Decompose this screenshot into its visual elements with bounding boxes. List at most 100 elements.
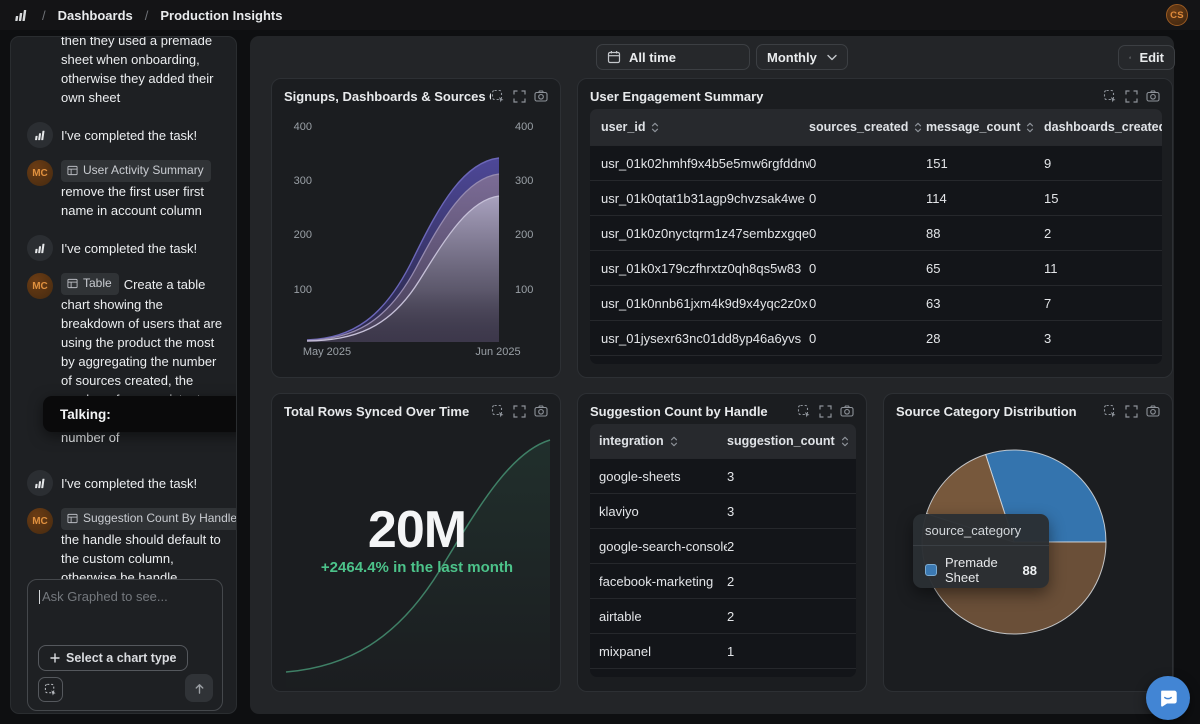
expand-icon[interactable] — [819, 405, 832, 418]
lock-icon — [1129, 51, 1131, 64]
table-row-partial — [590, 355, 1162, 364]
chat-message-user: MC Suggestion Count By Handlethe handle … — [27, 508, 224, 587]
chip-label: Table — [83, 274, 112, 293]
column-header[interactable]: dashboards_created — [1044, 120, 1162, 134]
chat-log: then they used a premade sheet when onbo… — [11, 36, 237, 640]
expand-icon[interactable] — [1125, 90, 1138, 103]
svg-text:100: 100 — [294, 284, 312, 296]
metric-value: 20M — [272, 500, 561, 560]
user-avatar: MC — [27, 508, 53, 534]
table-row[interactable]: usr_01k0x179czfhrxtz0qh8qs5w8306511 — [590, 250, 1162, 285]
app-logo-icon[interactable] — [12, 7, 30, 23]
chat-message-assistant: I've completed the task! — [27, 122, 224, 145]
pie-tooltip: source_category Premade Sheet 88 — [913, 514, 1049, 588]
card-suggestion-count-by-handle: Suggestion Count by Handle integration s… — [577, 393, 867, 692]
tooltip-header: source_category — [913, 514, 1049, 546]
table-row[interactable]: google-sheets3 — [590, 458, 856, 493]
dashboard-panel: All time Monthly Edit Signups, Dashboard… — [250, 36, 1174, 714]
chat-message-assistant: I've completed the task! — [27, 235, 224, 258]
chat-composer[interactable]: Ask Graphed to see... Select a chart typ… — [27, 579, 223, 711]
card-title: Suggestion Count by Handle — [590, 404, 797, 419]
select-dashed-icon[interactable] — [1103, 89, 1117, 103]
table-row[interactable]: google-search-console2 — [590, 528, 856, 563]
select-dashed-icon[interactable] — [491, 89, 505, 103]
user-avatar: MC — [27, 273, 53, 299]
sort-icon — [670, 436, 678, 447]
camera-icon[interactable] — [1146, 90, 1160, 102]
table-row-partial — [590, 668, 856, 677]
table-row[interactable]: usr_01k0qtat1b31agp9chvzsak4we011415 — [590, 180, 1162, 215]
tooltip-label: Premade Sheet — [945, 555, 1015, 585]
chat-message-user: MC User Activity Summaryremove the first… — [27, 160, 224, 220]
select-dashed-icon — [44, 683, 57, 696]
chat-sidebar: then they used a premade sheet when onbo… — [10, 36, 237, 714]
engagement-table: user_id sources_created message_count da… — [590, 109, 1162, 364]
breadcrumb-current-page: Production Insights — [160, 8, 282, 23]
column-header[interactable]: suggestion_count — [727, 434, 856, 448]
series-swatch — [925, 564, 937, 576]
chart-reference-chip[interactable]: Table — [61, 273, 119, 295]
sort-icon — [1026, 122, 1034, 133]
table-header-row: user_id sources_created message_count da… — [590, 109, 1162, 145]
card-signups-dashboards-sources: Signups, Dashboards & Sources Over... — [271, 78, 561, 378]
table-row[interactable]: mixpanel1 — [590, 633, 856, 668]
table-row[interactable]: usr_01k02hmhf9x4b5e5mw6rgfddnw01519 — [590, 145, 1162, 180]
card-title: User Engagement Summary — [590, 89, 1103, 104]
table-row[interactable]: facebook-marketing2 — [590, 563, 856, 598]
top-bar: / Dashboards / Production Insights CS — [0, 0, 1200, 30]
assistant-avatar — [27, 470, 53, 496]
chart-reference-chip[interactable]: User Activity Summary — [61, 160, 211, 182]
user-avatar: MC — [27, 160, 53, 186]
breadcrumb-separator: / — [145, 8, 149, 23]
card-title: Signups, Dashboards & Sources Over... — [284, 89, 491, 104]
card-total-rows-synced: Total Rows Synced Over Time 20M — [271, 393, 561, 692]
time-range-button[interactable]: All time — [596, 44, 750, 70]
table-row[interactable]: usr_01k0nnb61jxm4k9d9x4yqc2z0x0637 — [590, 285, 1162, 320]
chart-reference-chip[interactable]: Suggestion Count By Handle — [61, 508, 237, 530]
composer-input[interactable]: Ask Graphed to see... — [39, 589, 168, 604]
select-chart-type-button[interactable]: Select a chart type — [38, 645, 188, 671]
column-header[interactable]: message_count — [926, 120, 1044, 134]
column-header[interactable]: integration — [590, 434, 727, 448]
svg-text:Jun 2025: Jun 2025 — [475, 346, 520, 358]
support-chat-launcher[interactable] — [1146, 676, 1190, 720]
svg-text:300: 300 — [294, 175, 312, 187]
assistant-avatar — [27, 235, 53, 261]
chat-message-assistant: I've completed the task! — [27, 470, 224, 493]
assistant-avatar — [27, 122, 53, 148]
sort-icon — [841, 436, 849, 447]
table-row[interactable]: airtable2 — [590, 598, 856, 633]
chip-label: Suggestion Count By Handle — [83, 509, 237, 528]
sort-icon — [651, 122, 659, 133]
user-avatar-menu[interactable]: CS — [1166, 4, 1188, 26]
table-row[interactable]: usr_01jysexr63nc01dd8yp46a6yvs0283 — [590, 320, 1162, 355]
suggestions-table: integration suggestion_count google-shee… — [590, 424, 856, 677]
app: / Dashboards / Production Insights CS th… — [0, 0, 1200, 724]
chevron-down-icon — [827, 54, 837, 61]
send-message-button[interactable] — [185, 674, 213, 702]
table-row[interactable]: usr_01k0z0nyctqrm1z47sembzxgqe0882 — [590, 215, 1162, 250]
plus-icon — [50, 653, 60, 663]
chat-bubble-icon — [1157, 687, 1179, 709]
metric-delta: +2464.4% in the last month — [272, 559, 561, 576]
card-user-engagement-summary: User Engagement Summary user_id sources_… — [577, 78, 1173, 378]
select-region-button[interactable] — [38, 677, 63, 702]
svg-text:400: 400 — [294, 121, 312, 133]
select-dashed-icon[interactable] — [797, 404, 811, 418]
camera-icon[interactable] — [840, 405, 854, 417]
arrow-up-icon — [193, 682, 206, 695]
card-source-category-distribution: Source Category Distribution source_cate… — [883, 393, 1173, 692]
column-header[interactable]: sources_created — [809, 120, 926, 134]
stacked-area-chart: 400 300 200 100 400 300 200 100 May 2025… — [272, 105, 561, 377]
chip-label: User Activity Summary — [83, 161, 204, 180]
chat-message-user: then they used a premade sheet when onbo… — [27, 36, 224, 107]
column-header[interactable]: user_id — [590, 120, 809, 134]
edit-button[interactable]: Edit — [1118, 45, 1175, 70]
breadcrumb-dashboards[interactable]: Dashboards — [58, 8, 133, 23]
svg-text:400: 400 — [515, 121, 533, 133]
svg-text:300: 300 — [515, 175, 533, 187]
expand-icon[interactable] — [513, 90, 526, 103]
camera-icon[interactable] — [534, 90, 548, 102]
table-row[interactable]: klaviyo3 — [590, 493, 856, 528]
granularity-select[interactable]: Monthly — [756, 44, 848, 70]
